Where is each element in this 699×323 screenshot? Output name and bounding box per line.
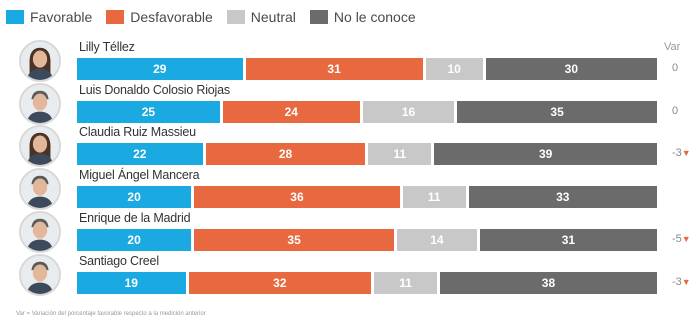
stacked-bar: 20 35 14 31 bbox=[77, 229, 657, 251]
bar-segment-neutral: 10 bbox=[425, 58, 483, 80]
legend-swatch-neutral bbox=[226, 10, 245, 24]
bar-segment-favorable: 19 bbox=[77, 272, 186, 294]
stacked-bar: 20 36 11 33 bbox=[77, 186, 657, 208]
var-value-text: 0 bbox=[672, 105, 679, 117]
avatar bbox=[19, 254, 61, 296]
bar-segment-desfavorable: 35 bbox=[194, 229, 394, 251]
avatar bbox=[19, 125, 61, 167]
var-column-header: Var bbox=[664, 41, 681, 53]
bar-segment-no-le-conoce: 38 bbox=[439, 272, 657, 294]
var-value: -5▼ bbox=[672, 233, 691, 245]
var-value-text: -3 bbox=[672, 276, 682, 288]
legend-label-no-le-conoce: No le conoce bbox=[333, 9, 416, 25]
legend-item-favorable: Favorable bbox=[6, 9, 92, 25]
chart-legend: Favorable Desfavorable Neutral No le con… bbox=[6, 6, 416, 28]
bar-segment-desfavorable: 24 bbox=[222, 101, 360, 123]
candidate-name: Claudia Ruiz Massieu bbox=[79, 125, 196, 139]
var-value-text: -5 bbox=[672, 233, 682, 245]
var-value: 0 bbox=[672, 105, 678, 117]
candidate-name: Enrique de la Madrid bbox=[79, 211, 191, 225]
bar-segment-no-le-conoce: 33 bbox=[468, 186, 657, 208]
var-value-text: -3 bbox=[672, 147, 682, 159]
legend-item-neutral: Neutral bbox=[226, 9, 296, 25]
stacked-bar: 29 31 10 30 bbox=[77, 58, 657, 80]
bar-segment-no-le-conoce: 35 bbox=[457, 101, 657, 123]
var-value: -3▼ bbox=[672, 276, 691, 288]
down-arrow-icon: ▼ bbox=[681, 277, 691, 287]
candidate-row-claudia-ruiz-massieu: Claudia Ruiz Massieu 22 28 11 39 -3▼ bbox=[0, 125, 699, 171]
bar-segment-desfavorable: 32 bbox=[188, 272, 372, 294]
down-arrow-icon: ▼ bbox=[681, 148, 691, 158]
bar-segment-no-le-conoce: 39 bbox=[434, 143, 657, 165]
var-value: -3▼ bbox=[672, 147, 691, 159]
legend-item-desfavorable: Desfavorable bbox=[106, 9, 213, 25]
down-arrow-icon: ▼ bbox=[681, 234, 691, 244]
legend-label-neutral: Neutral bbox=[250, 9, 296, 25]
bar-segment-favorable: 29 bbox=[77, 58, 243, 80]
stacked-bar: 19 32 11 38 bbox=[77, 272, 657, 294]
candidate-row-luis-donaldo-colosio-riojas: Luis Donaldo Colosio Riojas 25 24 16 35 0 bbox=[0, 83, 699, 129]
stacked-bar: 22 28 11 39 bbox=[77, 143, 657, 165]
stacked-bar: 25 24 16 35 bbox=[77, 101, 657, 123]
bar-segment-favorable: 20 bbox=[77, 186, 192, 208]
candidate-row-miguel-angel-mancera: Miguel Ángel Mancera 20 36 11 33 bbox=[0, 168, 699, 214]
var-value: 0 bbox=[672, 62, 678, 74]
bar-segment-desfavorable: 31 bbox=[245, 58, 423, 80]
bar-segment-desfavorable: 28 bbox=[205, 143, 366, 165]
candidate-name: Lilly Téllez bbox=[79, 40, 135, 54]
bar-segment-neutral: 11 bbox=[402, 186, 466, 208]
avatar bbox=[19, 40, 61, 82]
avatar bbox=[19, 168, 61, 210]
bar-segment-favorable: 20 bbox=[77, 229, 192, 251]
bar-segment-neutral: 14 bbox=[396, 229, 477, 251]
candidate-row-santiago-creel: Santiago Creel 19 32 11 38 -3▼ bbox=[0, 254, 699, 300]
avatar bbox=[19, 83, 61, 125]
candidate-name: Santiago Creel bbox=[79, 254, 159, 268]
avatar bbox=[19, 211, 61, 253]
footnote: Var = Variación del porcentaje favorable… bbox=[16, 311, 206, 317]
legend-item-no-le-conoce: No le conoce bbox=[309, 9, 416, 25]
bar-segment-no-le-conoce: 30 bbox=[485, 58, 657, 80]
legend-label-desfavorable: Desfavorable bbox=[130, 9, 213, 25]
bar-segment-desfavorable: 36 bbox=[194, 186, 400, 208]
candidate-row-lilly-tellez: Lilly Téllez 29 31 10 30 0 bbox=[0, 40, 699, 86]
var-value-text: 0 bbox=[672, 62, 679, 74]
legend-swatch-desfavorable bbox=[106, 10, 125, 24]
candidate-row-enrique-de-la-madrid: Enrique de la Madrid 20 35 14 31 -5▼ bbox=[0, 211, 699, 257]
bar-segment-neutral: 16 bbox=[362, 101, 455, 123]
bar-segment-favorable: 22 bbox=[77, 143, 203, 165]
bar-segment-no-le-conoce: 31 bbox=[479, 229, 657, 251]
bar-segment-favorable: 25 bbox=[77, 101, 220, 123]
candidate-name: Miguel Ángel Mancera bbox=[79, 168, 200, 182]
legend-label-favorable: Favorable bbox=[30, 9, 93, 25]
legend-swatch-favorable bbox=[6, 10, 24, 24]
bar-segment-neutral: 11 bbox=[374, 272, 437, 294]
legend-swatch-no-le-conoce bbox=[309, 10, 328, 24]
bar-segment-neutral: 11 bbox=[368, 143, 432, 165]
candidate-name: Luis Donaldo Colosio Riojas bbox=[79, 83, 230, 97]
